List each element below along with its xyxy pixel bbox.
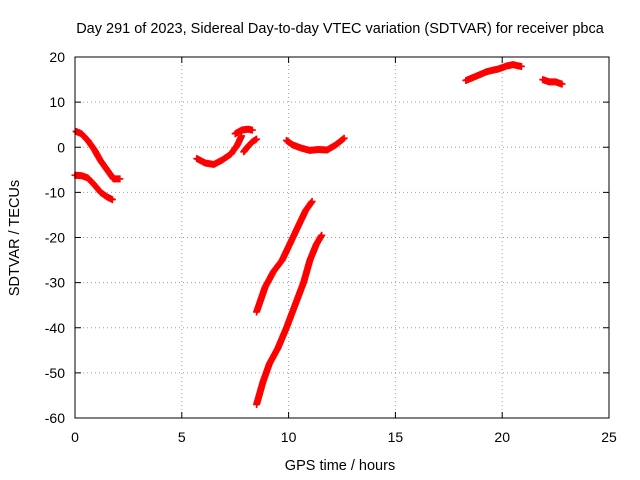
series-arc-3 — [193, 132, 246, 168]
axis-ticks: 0 5 10 15 20 25 -60 -50 -40 -30 -20 -10 0 10 20 — [45, 49, 617, 445]
y-tick-label: -10 — [45, 184, 65, 200]
series-arc-4 — [231, 125, 256, 138]
data-point — [238, 132, 246, 140]
series-arc-5 — [240, 135, 261, 156]
y-tick-label: -30 — [45, 275, 65, 291]
x-tick-label: 25 — [601, 429, 617, 445]
y-tick-label: 10 — [49, 94, 65, 110]
x-axis-label: GPS time / hours — [285, 458, 395, 474]
data-point — [517, 62, 525, 70]
x-tick-label: 10 — [281, 429, 297, 445]
series-arc-9 — [462, 61, 525, 84]
y-tick-label: 0 — [57, 139, 65, 155]
series-arc-2 — [71, 171, 116, 204]
chart-title: Day 291 of 2023, Sidereal Day-to-day VTE… — [76, 21, 605, 37]
series-arc-1 — [72, 127, 124, 183]
data-point — [308, 197, 316, 205]
data-series — [71, 61, 566, 408]
grid — [75, 57, 609, 418]
data-point — [108, 196, 116, 204]
data-point — [558, 80, 566, 88]
y-tick-label: -40 — [45, 320, 65, 336]
series-arc-6 — [253, 197, 316, 316]
data-point — [248, 126, 256, 134]
x-tick-label: 5 — [178, 429, 186, 445]
y-tick-label: -60 — [45, 410, 65, 426]
series-arc-8 — [282, 134, 348, 154]
x-tick-label: 15 — [388, 429, 404, 445]
data-point — [318, 231, 326, 239]
y-tick-label: -50 — [45, 365, 65, 381]
series-arc-10 — [539, 76, 566, 88]
data-point — [340, 134, 348, 142]
data-point — [116, 175, 124, 183]
series-arc-7 — [253, 231, 326, 408]
x-tick-label: 0 — [71, 429, 79, 445]
x-tick-label: 20 — [494, 429, 510, 445]
y-tick-label: -20 — [45, 230, 65, 246]
data-point — [253, 135, 261, 143]
y-tick-label: 20 — [49, 49, 65, 65]
y-axis-label: SDTVAR / TECUs — [7, 180, 23, 296]
